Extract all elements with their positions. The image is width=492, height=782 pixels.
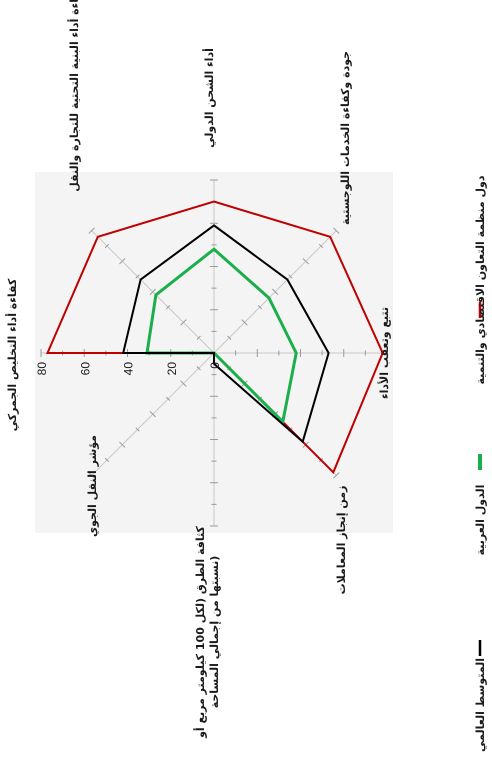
axis-label-6: مؤشر النقل الجوي xyxy=(86,435,99,537)
tick-label-text: 20 xyxy=(165,362,179,376)
axis-label-text: كفاءة أداء التخليص الجمركي xyxy=(5,278,19,431)
axis-tick-mark xyxy=(180,380,187,387)
legend-label-group: دول منظمة التعاون الاقتصادي والتنمية xyxy=(474,175,487,384)
axis-tick-mark xyxy=(196,366,201,371)
axis-tick-mark xyxy=(104,243,110,249)
axis-tick-mark xyxy=(119,441,126,448)
axis-label-4: كفاءة أداء البنية التحتية للتجارة والنقل xyxy=(67,0,81,192)
axis-tick-mark xyxy=(135,274,140,279)
axis-tick-mark xyxy=(104,457,110,463)
axis-tick-mark xyxy=(88,472,95,479)
legend-label-group: الدول العربية xyxy=(474,485,487,556)
axis-label-5: كفاءة أداء التخليص الجمركي xyxy=(5,278,19,431)
legend-item-1: دول منظمة التعاون الاقتصادي والتنمية xyxy=(474,175,487,384)
series-polygon-1 xyxy=(45,200,384,475)
axis-tick-mark xyxy=(119,258,126,265)
axis-tick-mark xyxy=(196,335,201,340)
tick-label-text: 80 xyxy=(35,362,49,376)
series-polygon-3 xyxy=(121,224,330,444)
series-layer xyxy=(45,200,384,475)
legend-label: دول منظمة التعاون الاقتصادي والتنمية xyxy=(474,175,487,384)
axis-tick-mark xyxy=(257,305,262,310)
axis-tick-mark xyxy=(149,288,157,296)
axis-label-3: أداء الشحن الدولي xyxy=(202,48,216,148)
axis-tick-mark xyxy=(318,243,324,249)
tick-label-text: 40 xyxy=(122,362,136,376)
tick-label-text: 60 xyxy=(78,362,92,376)
tick-label-40: 40 xyxy=(122,362,136,376)
tick-label-80: 80 xyxy=(35,362,49,376)
axis-tick-mark xyxy=(135,427,140,432)
tick-label-20: 20 xyxy=(165,362,179,376)
legend-item-2: الدول العربية xyxy=(474,454,487,555)
axis-label-text: تتبع وتعقب الأداء xyxy=(377,307,391,399)
axis-label-7: كثافة الطرق (لكل 100 كيلومتر مربع أو نسبت… xyxy=(193,525,221,738)
legend: دول منظمة التعاون الاقتصادي والتنمية الدو… xyxy=(474,175,487,752)
axis-tick-mark xyxy=(271,288,279,296)
axis-label-text: مؤشر النقل الجوي xyxy=(86,435,99,537)
axis-tick-mark xyxy=(333,472,340,479)
axis-tick-mark xyxy=(166,396,171,401)
tick-labels: 0 20 40 60 80 xyxy=(35,362,222,376)
axis-tick-mark xyxy=(302,258,309,265)
axis-tick-mark xyxy=(149,410,157,418)
axis-label-2: جودة وكفاءة الخدمات اللوجستية xyxy=(339,51,352,225)
axis-label-text: جودة وكفاءة الخدمات اللوجستية xyxy=(339,51,352,225)
axis-tick-mark xyxy=(180,319,187,326)
axis-labels: تتبع وتعقب الأداء جودة وكفاءة الخدمات الل… xyxy=(5,0,391,739)
tick-label-0: 0 xyxy=(208,362,222,369)
tick-label-60: 60 xyxy=(78,362,92,376)
axis-label-text: زمن إنجاز المعاملات xyxy=(335,486,348,595)
axis-tick-mark xyxy=(288,274,293,279)
axis-tick-mark xyxy=(227,335,232,340)
axis-label-1: تتبع وتعقب الأداء xyxy=(377,307,391,399)
axis-tick-mark xyxy=(333,227,340,234)
axis-tick-mark xyxy=(166,305,171,310)
axis-tick-mark xyxy=(88,227,95,234)
axis-label-8: زمن إنجاز المعاملات xyxy=(335,486,348,595)
legend-label: المتوسط العالمي xyxy=(474,658,487,752)
series-polygon-2 xyxy=(145,247,298,425)
axis-label-line: نسبتها من إجمالي المساحة) xyxy=(208,556,221,709)
chart-grid xyxy=(40,179,388,527)
axis-label-line: كثافة الطرق (لكل 100 كيلومتر مربع أو xyxy=(193,525,207,738)
axis-label-text: كفاءة أداء البنية التحتية للتجارة والنقل xyxy=(67,0,81,192)
legend-label-group: المتوسط العالمي xyxy=(474,658,487,752)
legend-label: الدول العربية xyxy=(474,485,487,556)
axis-tick-mark xyxy=(241,319,248,326)
axis-label-text: أداء الشحن الدولي xyxy=(202,48,216,148)
legend-item-3: المتوسط العالمي xyxy=(474,640,487,752)
tick-label-text: 0 xyxy=(208,362,222,369)
